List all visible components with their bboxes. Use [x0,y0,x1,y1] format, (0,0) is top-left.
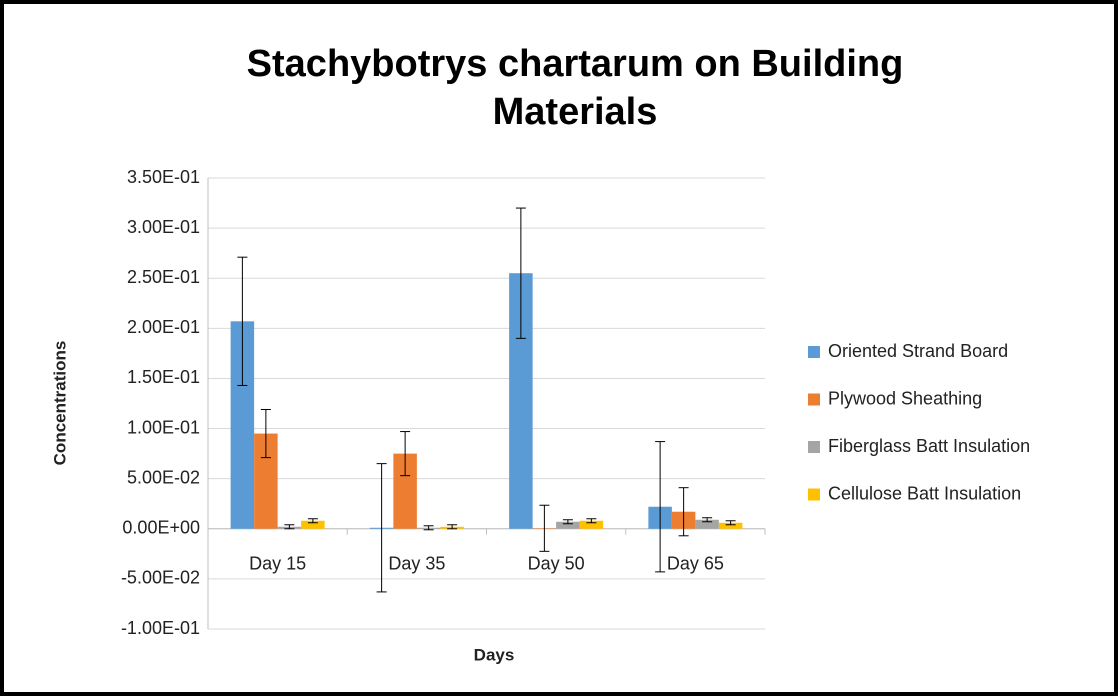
legend-label: Fiberglass Batt Insulation [828,436,1030,456]
x-tick-label: Day 65 [667,554,724,574]
bar [509,273,533,529]
x-tick-label: Day 50 [528,554,585,574]
legend-label: Oriented Strand Board [828,341,1008,361]
error-bar [237,256,248,386]
error-bar [678,487,689,537]
x-tick-label: Day 35 [388,554,445,574]
error-bar [655,441,666,573]
error-bar [260,409,271,459]
y-tick-label: 3.00E-01 [127,217,200,237]
chart-title: Stachybotrys chartarum on Building Mater… [246,43,904,133]
y-tick-label: 2.50E-01 [127,267,200,287]
y-tick-label: -5.00E-02 [121,568,200,588]
legend-swatch [808,393,820,406]
x-axis-label: Days [474,645,515,664]
error-bar [447,524,458,530]
y-tick-label: 1.00E-01 [127,417,200,437]
y-axis-label: Concentrations [50,341,69,466]
bar [556,521,580,529]
error-bar [376,463,387,593]
legend-label: Plywood Sheathing [828,388,982,408]
error-bar [539,504,550,552]
error-bar [586,518,597,524]
y-tick-label: 2.00E-01 [127,317,200,337]
bar [301,520,325,529]
bar [695,519,719,529]
bar [254,433,278,529]
legend-swatch [808,441,820,453]
y-tick-label: 5.00E-02 [127,467,200,487]
y-tick-label: 3.50E-01 [127,167,200,187]
error-bar [562,519,573,525]
error-bar [400,431,411,477]
error-bar [284,524,295,530]
x-tick-label: Day 15 [249,554,306,574]
error-bar [725,520,736,526]
bar [718,522,743,529]
bar [579,520,604,529]
y-tick-label: 1.50E-01 [127,367,200,387]
error-bar [307,518,318,524]
y-tick-label: 0.00E+00 [122,518,200,538]
y-tick-label: -1.00E-01 [121,618,200,638]
error-bar [702,517,713,523]
bar [393,453,417,529]
chart: Days Concentrations -1.00E-01 -5.00E-02 0.… [50,167,1030,665]
legend-label: Cellulose Batt Insulation [828,483,1021,503]
error-bar [423,525,434,531]
bar [230,321,255,529]
legend-swatch [808,346,820,358]
error-bar [515,207,526,339]
legend-swatch [808,488,820,501]
